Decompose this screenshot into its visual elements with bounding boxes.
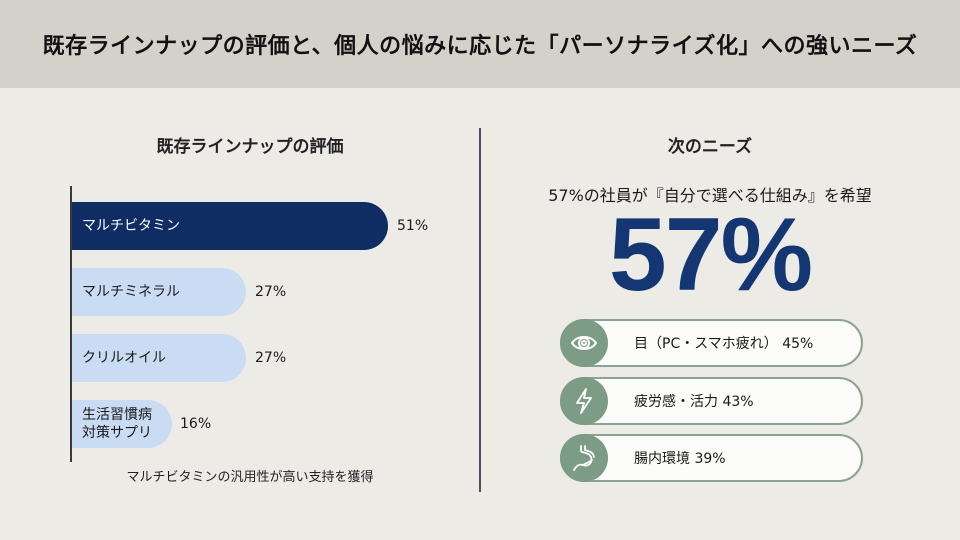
needs-headline: 57%の社員が『自分で選べる仕組み』を希望 [548, 186, 872, 205]
stomach-icon [560, 434, 608, 482]
bar-label-line1: 生活習慣病 [82, 407, 152, 423]
bar-multivitamin: マルチビタミン [72, 202, 388, 250]
need-label: 腸内環境 39% [634, 451, 726, 467]
need-item-gut: 腸内環境 39% [560, 434, 863, 482]
bar-value: 27% [255, 350, 287, 366]
bar-label-line2: 対策サプリ [82, 425, 152, 441]
bar-label: マルチミネラル [82, 284, 180, 300]
bar-krill-oil: クリルオイル [72, 334, 246, 382]
bar-value: 27% [255, 284, 287, 300]
bar-label: マルチビタミン [82, 218, 180, 234]
left-panel-title: 既存ラインナップの評価 [156, 137, 344, 157]
bar-value: 16% [180, 416, 212, 432]
need-item-fatigue: 疲労感・活力 43% [560, 377, 863, 425]
header-banner: 既存ラインナップの評価と、個人の悩みに応じた「パーソナライズ化」への強いニーズ [0, 0, 960, 88]
page-title: 既存ラインナップの評価と、個人の悩みに応じた「パーソナライズ化」への強いニーズ [42, 33, 918, 59]
panel-divider [479, 128, 481, 492]
need-label: 疲労感・活力 43% [634, 394, 754, 410]
chart-caption: マルチビタミンの汎用性が高い支持を獲得 [126, 470, 374, 485]
lightning-icon [560, 377, 608, 425]
bar-multimineral: マルチミネラル [72, 268, 246, 316]
big-percentage: 57% [608, 197, 813, 313]
right-panel-title: 次のニーズ [667, 137, 753, 157]
bar-label: 生活習慣病 対策サプリ [82, 406, 152, 442]
eye-icon [560, 319, 608, 367]
bar-label: クリルオイル [82, 350, 166, 366]
need-label: 目（PC・スマホ疲れ） 45% [634, 336, 814, 352]
bar-value: 51% [397, 218, 429, 234]
bar-lifestyle-disease: 生活習慣病 対策サプリ [72, 400, 172, 448]
bar-chart-axis [70, 186, 72, 462]
need-item-eye: 目（PC・スマホ疲れ） 45% [560, 319, 863, 367]
